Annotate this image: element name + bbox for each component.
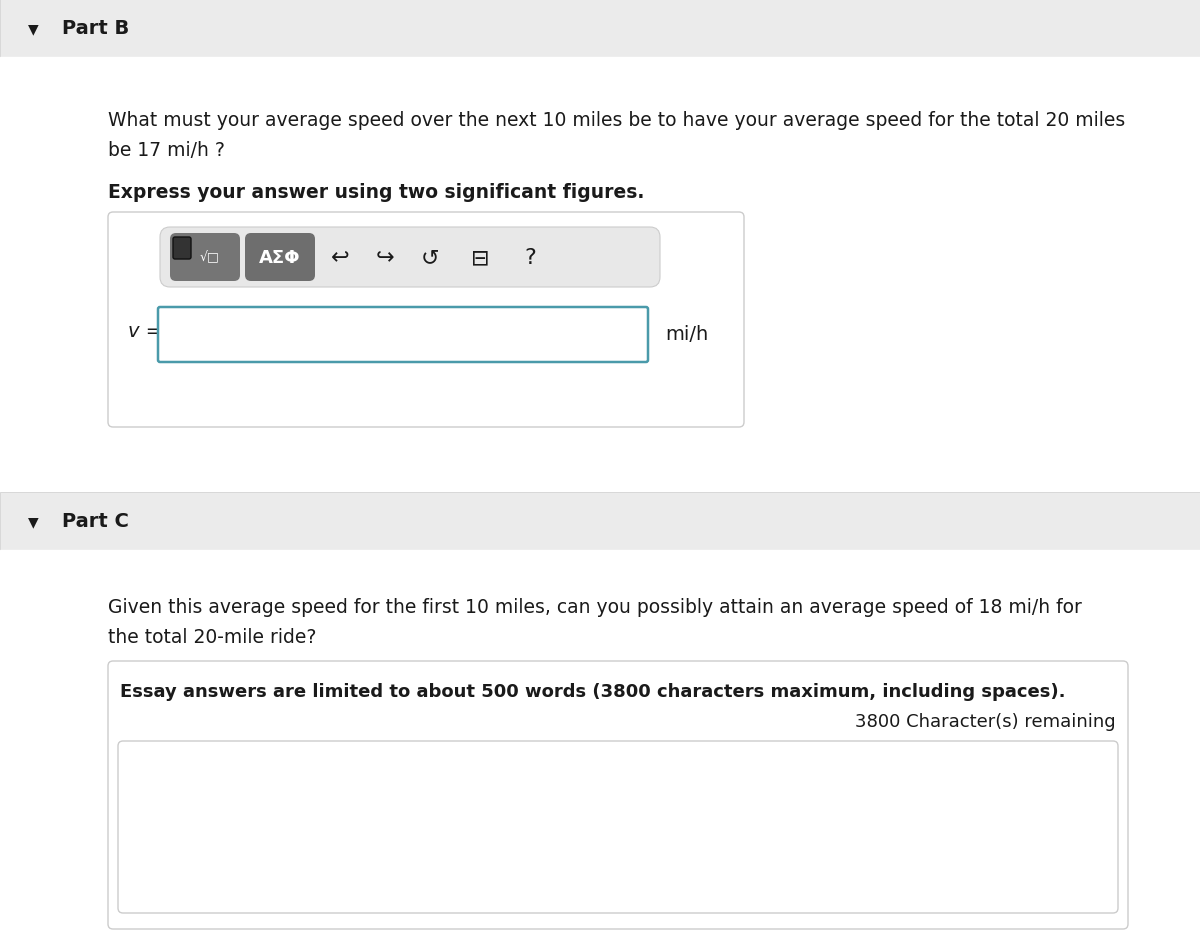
Text: ▼: ▼ [28, 22, 38, 36]
Text: What must your average speed over the next 10 miles be to have your average spee: What must your average speed over the ne… [108, 110, 1126, 129]
Bar [0, 492, 1200, 550]
FancyBboxPatch shape [108, 662, 1128, 929]
FancyBboxPatch shape [160, 228, 660, 288]
Text: ΑΣΦ: ΑΣΦ [259, 248, 301, 267]
Text: Part B: Part B [62, 19, 130, 38]
FancyBboxPatch shape [118, 742, 1118, 913]
Text: ↩: ↩ [331, 248, 349, 268]
Text: mi/h: mi/h [665, 326, 708, 344]
Text: be 17 mi/h ?: be 17 mi/h ? [108, 140, 224, 159]
Text: the total 20-mile ride?: the total 20-mile ride? [108, 627, 317, 646]
Bar [0, 58, 1200, 492]
Text: ↺: ↺ [421, 248, 439, 268]
Text: Given this average speed for the first 10 miles, can you possibly attain an aver: Given this average speed for the first 1… [108, 598, 1082, 617]
FancyBboxPatch shape [245, 234, 314, 282]
Text: v =: v = [128, 322, 162, 341]
Text: Express your answer using two significant figures.: Express your answer using two significan… [108, 183, 644, 201]
FancyBboxPatch shape [173, 238, 191, 260]
FancyBboxPatch shape [170, 234, 240, 282]
Text: ▼: ▼ [28, 514, 38, 528]
Text: 3800 Character(s) remaining: 3800 Character(s) remaining [856, 712, 1116, 730]
Text: √□: √□ [199, 251, 218, 265]
FancyBboxPatch shape [158, 307, 648, 363]
FancyBboxPatch shape [108, 213, 744, 427]
Text: ↪: ↪ [376, 248, 395, 268]
Text: ⊟: ⊟ [470, 248, 490, 268]
Text: ?: ? [524, 248, 536, 268]
Bar [0, 550, 1200, 952]
Text: Part C: Part C [62, 512, 128, 531]
Text: Essay answers are limited to about 500 words (3800 characters maximum, including: Essay answers are limited to about 500 w… [120, 683, 1066, 701]
Bar [0, 0, 1200, 58]
